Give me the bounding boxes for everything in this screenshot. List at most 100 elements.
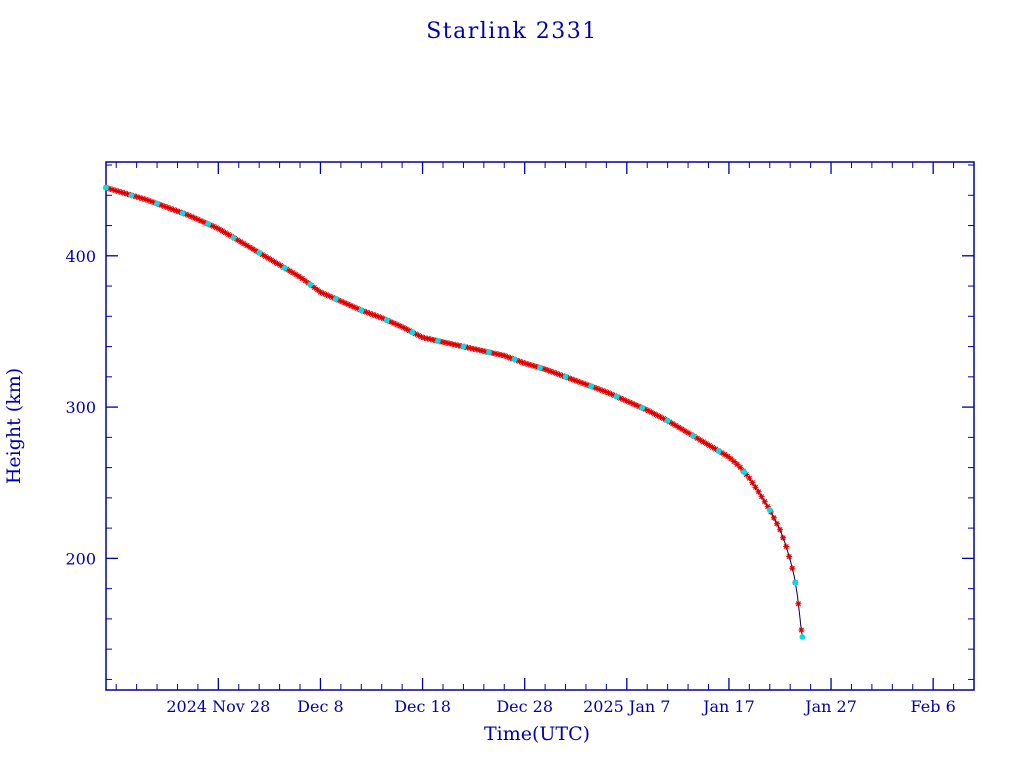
plot-frame xyxy=(105,161,975,691)
red-asterisk-marker xyxy=(467,345,474,352)
red-asterisk-marker xyxy=(412,330,419,337)
red-asterisk-marker xyxy=(124,191,131,198)
red-asterisk-marker xyxy=(216,226,223,233)
red-asterisk-marker xyxy=(605,389,612,396)
red-asterisk-marker xyxy=(253,247,260,254)
red-asterisk-marker xyxy=(709,444,716,451)
cyan-dot-marker xyxy=(230,234,237,241)
cyan-dot-marker xyxy=(435,338,441,344)
red-asterisk-marker xyxy=(427,336,434,343)
red-asterisk-marker xyxy=(213,224,220,231)
y-tick-label: 400 xyxy=(65,247,96,266)
red-asterisk-marker xyxy=(749,479,756,486)
y-tick-label: 300 xyxy=(65,398,96,417)
red-asterisk-marker xyxy=(182,211,189,218)
red-asterisk-marker xyxy=(268,257,275,264)
x-tick-label: Dec 28 xyxy=(496,697,553,716)
cyan-dot-marker xyxy=(766,507,773,513)
red-asterisk-marker xyxy=(752,484,759,491)
red-asterisk-marker xyxy=(237,238,244,245)
red-asterisk-marker xyxy=(246,244,253,251)
red-asterisk-marker xyxy=(219,227,226,234)
red-asterisk-marker xyxy=(522,360,529,367)
red-asterisk-marker xyxy=(685,429,692,436)
cyan-dot-marker xyxy=(799,634,806,640)
red-asterisk-marker xyxy=(188,213,195,220)
red-asterisk-marker xyxy=(250,246,257,253)
red-asterisk-marker xyxy=(439,339,446,346)
red-asterisk-marker xyxy=(786,553,793,560)
red-asterisk-marker xyxy=(703,440,710,447)
red-asterisk-marker xyxy=(164,204,171,211)
red-asterisk-marker xyxy=(455,342,462,349)
red-asterisk-marker xyxy=(697,437,704,444)
cyan-dot-marker xyxy=(179,210,186,217)
cyan-dot-marker xyxy=(690,432,697,439)
cyan-dot-marker xyxy=(281,265,288,271)
cyan-dot-marker xyxy=(511,356,518,363)
red-asterisk-marker xyxy=(424,335,431,342)
red-asterisk-marker xyxy=(326,293,333,300)
red-asterisk-marker xyxy=(507,354,514,361)
red-asterisk-marker xyxy=(599,387,606,394)
red-asterisk-marker xyxy=(311,284,318,291)
red-asterisk-marker xyxy=(583,381,590,388)
red-asterisk-marker xyxy=(289,269,296,276)
red-asterisk-marker xyxy=(764,503,771,510)
red-asterisk-marker xyxy=(354,305,361,312)
red-asterisk-marker xyxy=(185,212,192,219)
red-asterisk-marker xyxy=(519,359,526,366)
cyan-dot-marker xyxy=(103,184,109,191)
red-asterisk-marker xyxy=(568,376,575,383)
red-asterisk-marker xyxy=(158,202,165,209)
red-asterisk-marker xyxy=(197,217,204,224)
cyan-dot-marker xyxy=(358,307,365,314)
red-asterisk-marker xyxy=(387,318,394,325)
red-asterisk-marker xyxy=(397,322,404,329)
red-asterisk-marker xyxy=(593,385,600,392)
red-asterisk-marker xyxy=(338,298,345,305)
red-asterisk-marker xyxy=(651,410,658,417)
red-asterisk-marker xyxy=(473,346,480,353)
red-asterisk-marker xyxy=(259,251,266,258)
cyan-dot-marker xyxy=(154,200,161,207)
x-tick-label: 2025 Jan 7 xyxy=(583,697,670,716)
red-asterisk-marker xyxy=(222,229,229,236)
red-asterisk-marker xyxy=(375,313,382,320)
red-asterisk-marker xyxy=(617,395,624,402)
red-asterisk-marker xyxy=(277,262,284,269)
red-asterisk-marker xyxy=(372,312,379,319)
red-asterisk-marker xyxy=(761,498,768,505)
cyan-dot-marker xyxy=(639,404,645,411)
red-asterisk-marker xyxy=(265,255,272,262)
red-asterisk-marker xyxy=(654,412,661,419)
red-asterisk-marker xyxy=(712,446,719,453)
red-asterisk-marker xyxy=(783,543,790,550)
red-asterisk-marker xyxy=(167,205,174,212)
red-asterisk-marker xyxy=(292,271,299,278)
red-asterisk-marker xyxy=(314,286,321,293)
red-asterisk-marker xyxy=(366,310,373,317)
y-tick-label: 200 xyxy=(65,549,96,568)
red-asterisk-marker xyxy=(271,258,278,265)
red-asterisk-marker xyxy=(210,223,217,230)
red-asterisk-marker xyxy=(170,206,177,213)
red-asterisk-marker xyxy=(571,377,578,384)
red-asterisk-marker xyxy=(112,187,119,194)
red-asterisk-marker xyxy=(121,190,128,197)
red-asterisk-marker xyxy=(602,388,609,395)
red-asterisk-marker xyxy=(145,197,152,204)
red-asterisk-marker xyxy=(430,336,437,343)
red-asterisk-marker xyxy=(335,297,342,304)
red-asterisk-marker xyxy=(565,374,572,381)
red-asterisk-marker xyxy=(678,426,685,433)
red-asterisk-marker xyxy=(243,242,250,249)
red-asterisk-marker xyxy=(201,219,208,226)
red-asterisk-marker xyxy=(403,326,410,333)
red-asterisk-marker xyxy=(286,267,293,274)
red-asterisk-marker xyxy=(672,422,679,429)
red-asterisk-marker xyxy=(528,362,535,369)
red-asterisk-marker xyxy=(596,386,603,393)
cyan-dot-marker xyxy=(613,393,620,400)
x-tick-label: Dec 18 xyxy=(394,697,451,716)
